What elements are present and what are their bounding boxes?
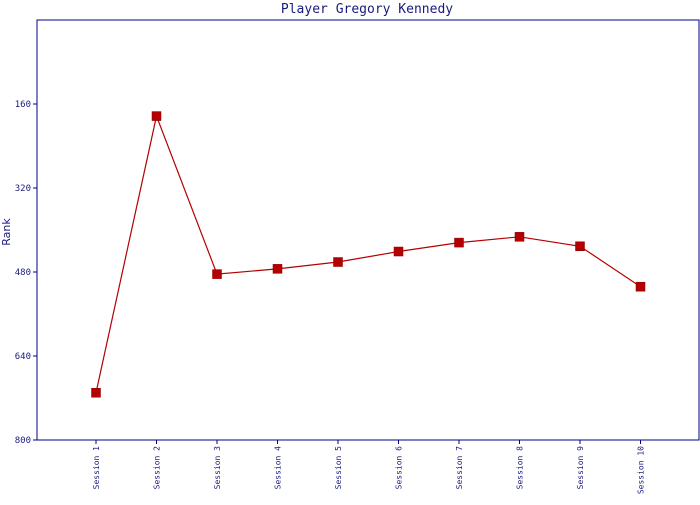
data-point [272,264,283,274]
y-axis-label: Rank [0,218,13,246]
data-point [514,232,525,242]
x-tick-label: Session 7 [455,446,464,490]
data-point [333,257,343,267]
y-tick-label: 640 [15,352,31,362]
x-tick-label: Session 5 [334,446,343,490]
x-tick-label: Session 2 [153,446,162,490]
series-group [91,111,646,398]
x-tick-label: Session 6 [395,446,404,490]
plot-frame [36,19,700,441]
data-point [393,246,404,257]
y-tick-label: 320 [15,184,31,194]
y-tick-label: 160 [15,100,31,110]
x-tick-label: Session 4 [274,446,283,490]
data-point [454,237,464,248]
series-line [95,113,641,393]
x-tick-label: Session 3 [213,446,222,490]
chart-title: Player Gregory Kennedy [281,2,453,17]
y-tick-label: 800 [15,436,31,446]
x-tick-label: Session 10 [637,446,646,494]
data-point [575,241,585,252]
y-tick-label: 480 [15,268,31,278]
x-tick-label: Session 8 [516,446,525,490]
data-point [635,281,646,292]
data-point [151,111,162,121]
data-point [91,388,101,398]
data-point [212,269,222,279]
x-tick-label: Session 9 [576,446,585,490]
y-ticks: 160 320 480 640 800 [15,100,37,446]
x-tick-label: Session 1 [92,446,101,490]
x-ticks: Session 1 Session 2 Session 3 Session 4 Sess… [92,440,646,494]
